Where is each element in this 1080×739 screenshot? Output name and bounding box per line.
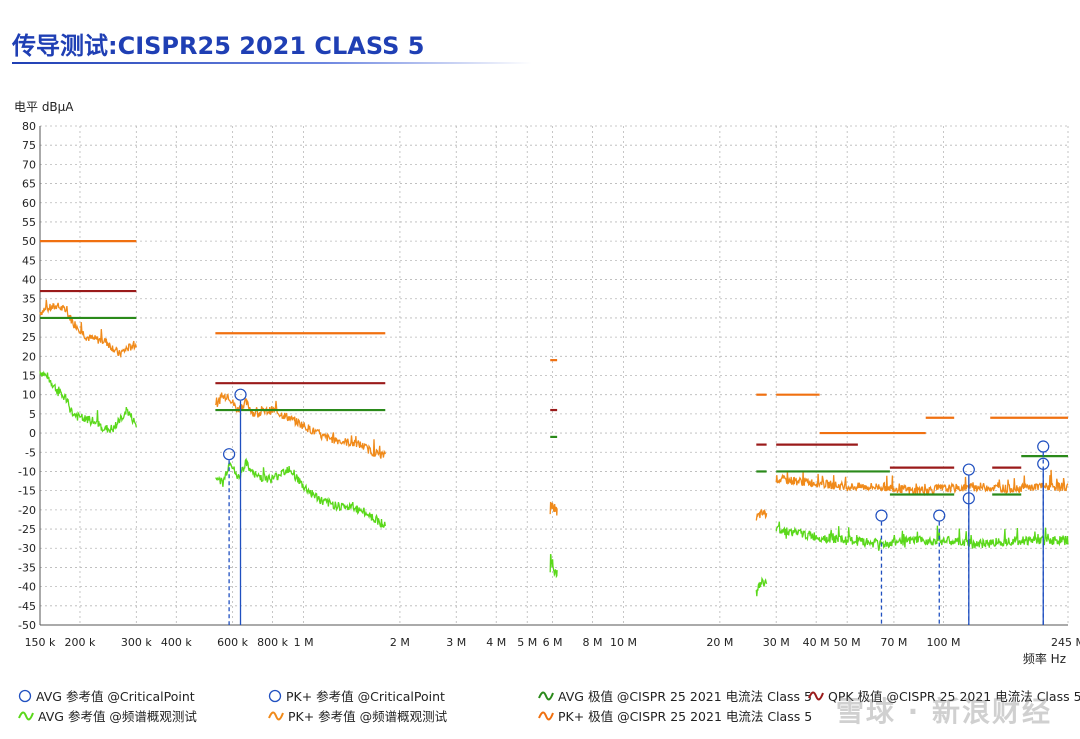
x-tick-label: 600 k [217,636,248,649]
pk-trace [39,299,137,359]
pk-critical-marker [962,463,975,476]
pk-trace [214,392,386,459]
avg-critical-marker [875,509,888,522]
y-tick-label: 50 [22,235,36,248]
x-tick-label: 50 M [834,636,861,649]
legend-wave-icon [538,711,554,720]
x-tick-label: 150 k [25,636,56,649]
y-tick-label: -20 [18,504,36,517]
chart-plot: 80757065605550454035302520151050-5-10-15… [18,120,1080,649]
x-tick-label: 6 M [543,636,563,649]
y-axis-label: 电平 dBµA [14,100,74,114]
legend-wave-icon [268,711,284,720]
pk-trace [755,508,768,521]
legend-label: AVG 参考值 @频谱概观测试 [38,709,197,724]
x-tick-label: 245 M [1051,636,1080,649]
legend-item: AVG 参考值 @CriticalPoint [18,686,195,705]
avg-trace [775,521,1069,551]
legend-label: AVG 参考值 @CriticalPoint [36,689,195,704]
x-tick-label: 10 M [610,636,637,649]
y-tick-label: 65 [22,178,36,191]
y-tick-label: -5 [25,446,36,459]
chart-legend: AVG 参考值 @CriticalPoint PK+ 参考值 @CriticalP… [18,686,1080,730]
legend-item: AVG 参考值 @频谱概观测试 [18,706,197,725]
x-tick-label: 1 M [294,636,314,649]
legend-item: PK+ 参考值 @频谱概观测试 [268,706,447,725]
x-tick-label: 30 M [763,636,790,649]
x-tick-label: 400 k [161,636,192,649]
y-tick-label: 60 [22,197,36,210]
avg-critical-marker [223,448,236,461]
legend-item: AVG 极值 @CISPR 25 2021 电流法 Class 5 [538,686,812,705]
pk-critical-marker [234,388,247,401]
y-tick-label: 35 [22,293,36,306]
y-tick-label: 30 [22,312,36,325]
y-tick-label: 15 [22,370,36,383]
avg-trace [215,457,386,529]
avg-trace [755,576,768,597]
y-tick-label: 55 [22,216,36,229]
legend-label: PK+ 参考值 @CriticalPoint [286,689,445,704]
x-tick-label: 8 M [583,636,603,649]
pk-critical-marker [1037,457,1050,470]
avg-critical-marker [933,509,946,522]
y-tick-label: 10 [22,389,36,402]
legend-label: PK+ 参考值 @频谱概观测试 [288,709,448,724]
y-tick-label: -35 [18,561,36,574]
pk-trace [775,469,1069,497]
y-tick-label: 5 [29,408,36,421]
legend-wave-icon [808,691,824,700]
x-tick-label: 800 k [257,636,288,649]
legend-label: PK+ 极值 @CISPR 25 2021 电流法 Class 5 [558,709,813,724]
legend-circle-icon [268,689,282,702]
y-tick-label: -50 [18,619,36,632]
y-tick-label: 75 [22,139,36,152]
x-tick-label: 3 M [446,636,466,649]
page-title: 传导测试:CISPR25 2021 CLASS 5 [12,32,425,60]
y-tick-label: -10 [18,465,36,478]
y-tick-label: 40 [22,274,36,287]
y-tick-label: -30 [18,542,36,555]
legend-wave-icon [18,711,34,720]
legend-item: QPK 极值 @CISPR 25 2021 电流法 Class 5 [808,686,1080,705]
x-tick-label: 20 M [706,636,733,649]
avg-trace [549,553,558,579]
avg-critical-marker [1037,440,1050,453]
x-tick-label: 100 M [926,636,960,649]
y-tick-label: -45 [18,600,36,613]
x-tick-label: 70 M [880,636,907,649]
legend-circle-icon [18,689,32,702]
legend-label: QPK 极值 @CISPR 25 2021 电流法 Class 5 [828,689,1080,704]
legend-item: PK+ 参考值 @CriticalPoint [268,686,445,705]
pk-trace [549,501,558,516]
x-tick-label: 4 M [486,636,506,649]
legend-label: AVG 极值 @CISPR 25 2021 电流法 Class 5 [558,689,812,704]
x-tick-label: 2 M [390,636,410,649]
avg-trace [39,370,137,433]
y-tick-label: 20 [22,350,36,363]
y-tick-label: -25 [18,523,36,536]
y-tick-label: -15 [18,485,36,498]
title-underline [12,62,532,64]
y-tick-label: 80 [22,120,36,133]
y-tick-label: 25 [22,331,36,344]
x-tick-label: 5 M [517,636,537,649]
legend-item: PK+ 极值 @CISPR 25 2021 电流法 Class 5 [538,706,812,725]
x-tick-label: 40 M [803,636,830,649]
y-tick-label: -40 [18,581,36,594]
x-tick-label: 300 k [121,636,152,649]
x-tick-label: 200 k [65,636,96,649]
legend-wave-icon [538,691,554,700]
watermark: 雪球 · 新浪财经 [835,695,1052,728]
x-axis-label: 频率 Hz [1022,652,1066,666]
y-tick-label: 45 [22,254,36,267]
y-tick-label: 0 [29,427,36,440]
y-tick-label: 70 [22,158,36,171]
